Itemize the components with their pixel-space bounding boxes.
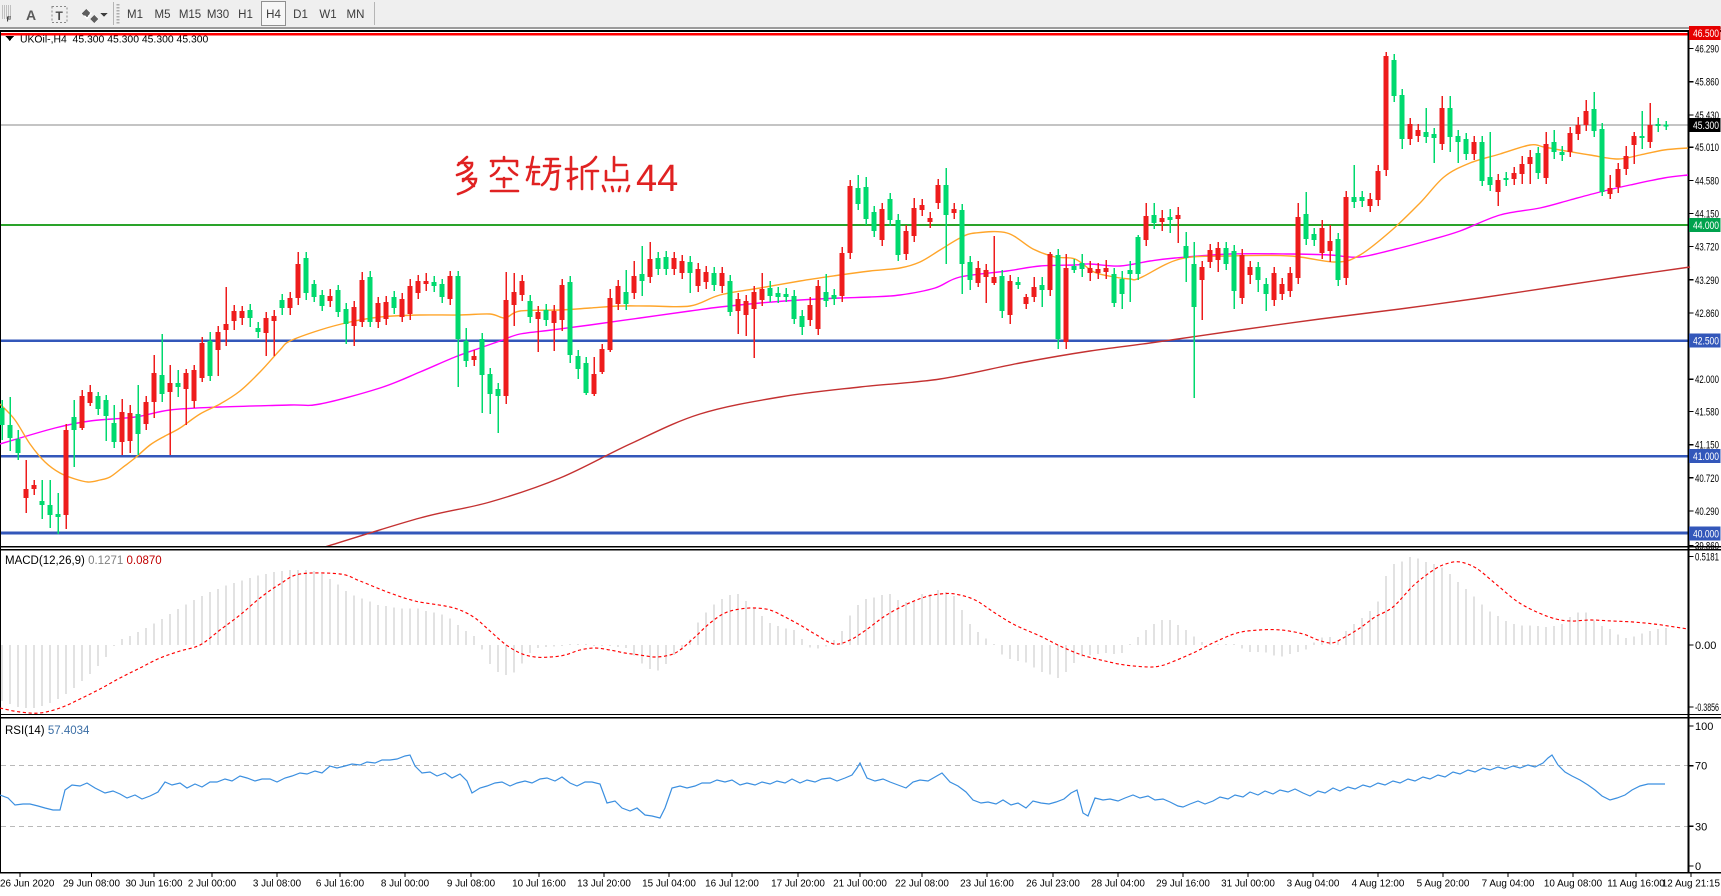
svg-text:70: 70 — [1695, 761, 1707, 773]
svg-text:UKOil-,H4 45.300 45.300 45.30: UKOil-,H4 45.300 45.300 45.300 45.300 — [20, 35, 209, 46]
svg-text:11 Aug 16:00: 11 Aug 16:00 — [1607, 879, 1665, 890]
svg-text:22 Jul 08:00: 22 Jul 08:00 — [895, 879, 949, 890]
svg-text:40.290: 40.290 — [1695, 506, 1719, 518]
svg-text:8 Jul 00:00: 8 Jul 00:00 — [381, 879, 430, 890]
svg-text:43.720: 43.720 — [1695, 242, 1719, 254]
svg-text:44.150: 44.150 — [1695, 209, 1719, 221]
svg-text:0: 0 — [1695, 861, 1701, 873]
svg-text:2 Jul 00:00: 2 Jul 00:00 — [188, 879, 237, 890]
svg-text:46.290: 46.290 — [1695, 44, 1719, 56]
svg-text:39.860: 39.860 — [1695, 541, 1719, 553]
svg-text:16 Jul 12:00: 16 Jul 12:00 — [705, 879, 759, 890]
svg-text:41.150: 41.150 — [1695, 440, 1719, 452]
svg-text:40.720: 40.720 — [1695, 473, 1719, 485]
svg-text:40.000: 40.000 — [1693, 528, 1719, 540]
svg-text:45.010: 45.010 — [1695, 142, 1719, 154]
svg-text:12 Aug 21:15: 12 Aug 21:15 — [1662, 879, 1721, 890]
svg-text:-0.3856: -0.3856 — [1695, 702, 1719, 714]
svg-text:28 Jul 04:00: 28 Jul 04:00 — [1091, 879, 1145, 890]
svg-text:RSI(14) 57.4034: RSI(14) 57.4034 — [5, 725, 90, 737]
svg-text:45.860: 45.860 — [1695, 77, 1719, 89]
svg-text:15 Jul 04:00: 15 Jul 04:00 — [642, 879, 696, 890]
svg-text:13 Jul 20:00: 13 Jul 20:00 — [577, 879, 631, 890]
svg-text:MACD(12,26,9) 0.1271 0.0870: MACD(12,26,9) 0.1271 0.0870 — [5, 555, 162, 567]
svg-text:7 Aug 04:00: 7 Aug 04:00 — [1482, 879, 1535, 890]
svg-text:23 Jul 16:00: 23 Jul 16:00 — [960, 879, 1014, 890]
svg-text:5 Aug 20:00: 5 Aug 20:00 — [1417, 879, 1470, 890]
svg-text:M30: M30 — [207, 9, 229, 21]
svg-text:W1: W1 — [319, 9, 336, 21]
svg-text:29 Jun 08:00: 29 Jun 08:00 — [63, 879, 121, 890]
svg-text:3 Jul 08:00: 3 Jul 08:00 — [253, 879, 302, 890]
svg-text:41.000: 41.000 — [1693, 451, 1719, 463]
svg-text:44.580: 44.580 — [1695, 175, 1719, 187]
svg-text:44.000: 44.000 — [1693, 220, 1719, 232]
svg-text:H1: H1 — [238, 9, 253, 21]
svg-text:M1: M1 — [127, 9, 143, 21]
svg-text:T: T — [56, 9, 64, 23]
svg-text:6 Jul 16:00: 6 Jul 16:00 — [316, 879, 365, 890]
svg-text:9 Jul 08:00: 9 Jul 08:00 — [447, 879, 496, 890]
svg-text:M5: M5 — [155, 9, 171, 21]
svg-text:D1: D1 — [293, 9, 308, 21]
svg-text:44: 44 — [636, 158, 678, 200]
svg-text:30 Jun 16:00: 30 Jun 16:00 — [125, 879, 183, 890]
svg-text:M15: M15 — [179, 9, 201, 21]
svg-text:30: 30 — [1695, 821, 1707, 833]
svg-text:21 Jul 00:00: 21 Jul 00:00 — [833, 879, 887, 890]
svg-text:46.500: 46.500 — [1693, 28, 1719, 40]
svg-text:42.500: 42.500 — [1693, 336, 1719, 348]
svg-text:29 Jul 16:00: 29 Jul 16:00 — [1156, 879, 1210, 890]
svg-text:4 Aug 12:00: 4 Aug 12:00 — [1352, 879, 1405, 890]
svg-text:26 Jun 2020: 26 Jun 2020 — [0, 879, 55, 890]
svg-text:10 Aug 08:00: 10 Aug 08:00 — [1544, 879, 1603, 890]
svg-text:F: F — [7, 15, 12, 24]
svg-text:26 Jul 23:00: 26 Jul 23:00 — [1026, 879, 1080, 890]
svg-text:MN: MN — [347, 9, 365, 21]
svg-text:3 Aug 04:00: 3 Aug 04:00 — [1287, 879, 1340, 890]
svg-text:0.00: 0.00 — [1695, 640, 1716, 652]
svg-text:0.5181: 0.5181 — [1695, 552, 1719, 564]
svg-text:A: A — [26, 7, 36, 23]
svg-text:10 Jul 16:00: 10 Jul 16:00 — [512, 879, 566, 890]
svg-text:31 Jul 00:00: 31 Jul 00:00 — [1221, 879, 1275, 890]
svg-text:H4: H4 — [266, 9, 281, 21]
svg-text:43.290: 43.290 — [1695, 275, 1719, 287]
svg-text:42.860: 42.860 — [1695, 308, 1719, 320]
svg-text:42.000: 42.000 — [1695, 374, 1719, 386]
svg-text:45.300: 45.300 — [1693, 120, 1719, 132]
svg-text:100: 100 — [1695, 721, 1713, 733]
svg-text:17 Jul 20:00: 17 Jul 20:00 — [771, 879, 825, 890]
svg-text:41.580: 41.580 — [1695, 407, 1719, 419]
